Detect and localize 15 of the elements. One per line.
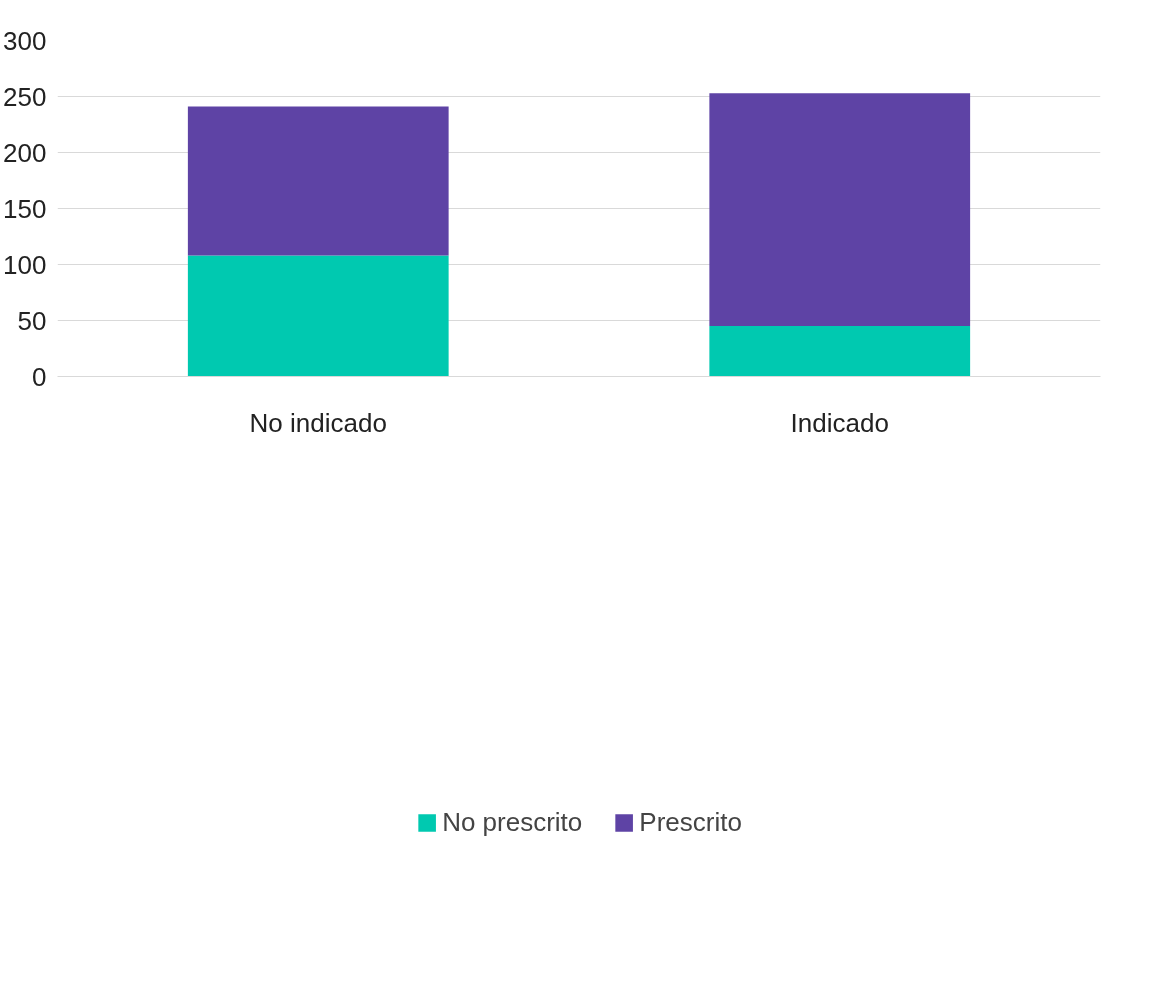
- legend-label: Prescrito: [639, 806, 742, 838]
- x-tick-label: Indicado: [790, 407, 889, 438]
- x-tick-label: No indicado: [249, 407, 387, 438]
- legend-label: No prescrito: [442, 806, 583, 838]
- bar: [709, 93, 971, 327]
- y-tick-label: 250: [3, 81, 47, 112]
- y-tick-label: 200: [3, 137, 47, 168]
- bar: [709, 326, 971, 377]
- y-tick-label: 0: [32, 361, 47, 392]
- y-tick-label: 50: [17, 305, 47, 336]
- y-tick-label: 100: [3, 249, 47, 280]
- y-tick-label: 300: [3, 25, 47, 56]
- y-tick-label: 150: [3, 193, 47, 224]
- bar: [187, 255, 449, 377]
- bar: [187, 106, 449, 256]
